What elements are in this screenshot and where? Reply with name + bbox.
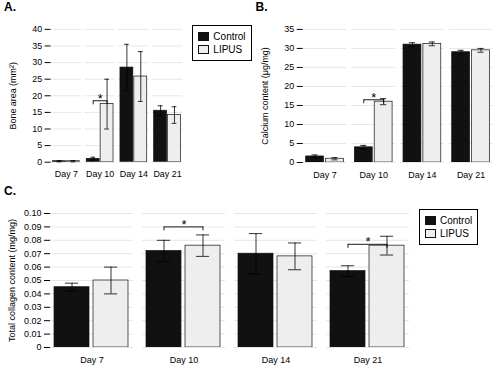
svg-text:0.08: 0.08 — [24, 235, 42, 245]
svg-text:*: * — [181, 217, 186, 232]
html-text:LIPUS: LIPUS — [440, 227, 469, 239]
svg-text:10: 10 — [32, 124, 42, 134]
svg-text:Day 21: Day 21 — [354, 355, 383, 365]
svg-text:25: 25 — [284, 62, 294, 72]
html-text:A.: A. — [4, 0, 16, 14]
svg-text:20: 20 — [32, 91, 42, 101]
svg-text:0.10: 0.10 — [24, 208, 42, 218]
svg-text:Calcium content (μg/mg): Calcium content (μg/mg) — [259, 47, 269, 145]
svg-text:0.09: 0.09 — [24, 222, 42, 232]
svg-text:35: 35 — [32, 41, 42, 51]
svg-text:*: * — [371, 90, 376, 105]
svg-text:25: 25 — [32, 74, 42, 84]
svg-text:0.01: 0.01 — [24, 329, 42, 339]
svg-text:Day 10: Day 10 — [170, 355, 199, 365]
svg-text:0.06: 0.06 — [24, 262, 42, 272]
svg-text:Day 21: Day 21 — [153, 169, 181, 179]
svg-text:0: 0 — [36, 342, 41, 352]
html-text:LIPUS: LIPUS — [213, 44, 243, 55]
svg-text:0.05: 0.05 — [24, 275, 42, 285]
svg-text:Day 14: Day 14 — [408, 170, 436, 180]
html-text:Control: Control — [440, 214, 473, 226]
svg-text:0.03: 0.03 — [24, 302, 42, 312]
html-text:Control: Control — [213, 31, 246, 42]
svg-text:5: 5 — [289, 138, 294, 148]
svg-text:30: 30 — [284, 43, 294, 53]
svg-text:Day 21: Day 21 — [457, 170, 485, 180]
html-text:C.: C. — [4, 183, 16, 198]
svg-text:Day 7: Day 7 — [80, 355, 104, 365]
svg-text:Day 10: Day 10 — [359, 170, 387, 180]
svg-text:Day 7: Day 7 — [55, 169, 78, 179]
svg-text:Day 7: Day 7 — [313, 170, 336, 180]
svg-text:35: 35 — [284, 24, 294, 34]
svg-text:Day 14: Day 14 — [262, 355, 291, 365]
svg-text:Bone area (mm²): Bone area (mm²) — [8, 62, 18, 129]
svg-text:*: * — [98, 91, 103, 106]
svg-text:40: 40 — [32, 24, 42, 34]
svg-text:15: 15 — [32, 107, 42, 117]
svg-text:0: 0 — [37, 157, 42, 167]
svg-text:0.07: 0.07 — [24, 248, 42, 258]
svg-text:10: 10 — [284, 119, 294, 129]
svg-text:20: 20 — [284, 81, 294, 91]
svg-text:5: 5 — [37, 140, 42, 150]
svg-text:Total collagen content (mg/mg): Total collagen content (mg/mg) — [7, 219, 17, 342]
html-text:B.: B. — [255, 0, 268, 14]
svg-text:0.04: 0.04 — [24, 289, 42, 299]
svg-text:*: * — [365, 234, 370, 249]
svg-text:0: 0 — [289, 157, 294, 167]
svg-text:30: 30 — [32, 57, 42, 67]
svg-text:Day 14: Day 14 — [120, 169, 148, 179]
svg-text:Day 10: Day 10 — [86, 169, 114, 179]
svg-text:15: 15 — [284, 100, 294, 110]
svg-text:0.02: 0.02 — [24, 315, 42, 325]
